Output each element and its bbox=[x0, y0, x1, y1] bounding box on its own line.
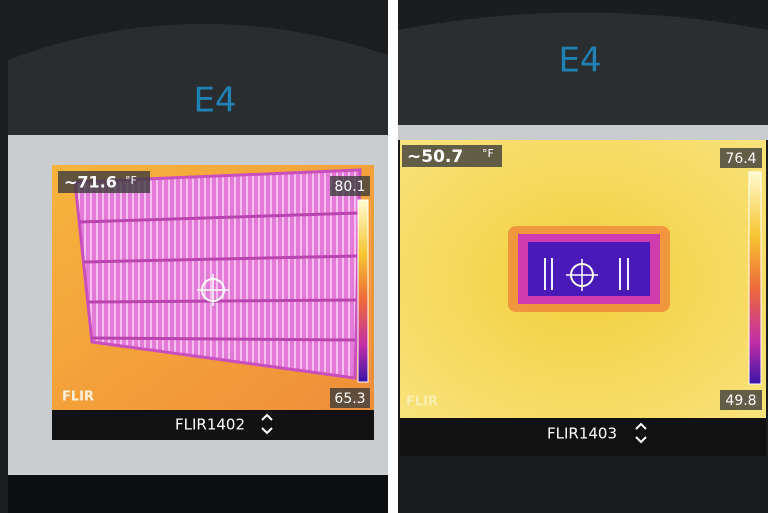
max-temp: 80.1 bbox=[334, 179, 365, 195]
photo-pair: E4 ~71.6 °F 80.1 65.3 FLIR FLIR1402 E4 ~… bbox=[0, 0, 768, 513]
min-temp: 65.3 bbox=[334, 391, 365, 407]
file-name: FLIR1403 bbox=[547, 425, 617, 443]
logo: FLIR bbox=[62, 390, 94, 405]
file-name: FLIR1402 bbox=[175, 416, 245, 434]
divider bbox=[388, 0, 398, 513]
unit: °F bbox=[125, 174, 137, 187]
unit: °F bbox=[482, 147, 494, 160]
left-photo bbox=[0, 0, 388, 513]
brand: E4 bbox=[193, 81, 236, 121]
min-temp: 49.8 bbox=[725, 393, 756, 409]
max-temp: 76.4 bbox=[725, 151, 756, 167]
brand: E4 bbox=[558, 41, 601, 81]
spot-temp: ~71.6 bbox=[64, 173, 117, 192]
logo: FLIR bbox=[406, 395, 438, 410]
spot-temp: ~50.7 bbox=[407, 147, 463, 167]
